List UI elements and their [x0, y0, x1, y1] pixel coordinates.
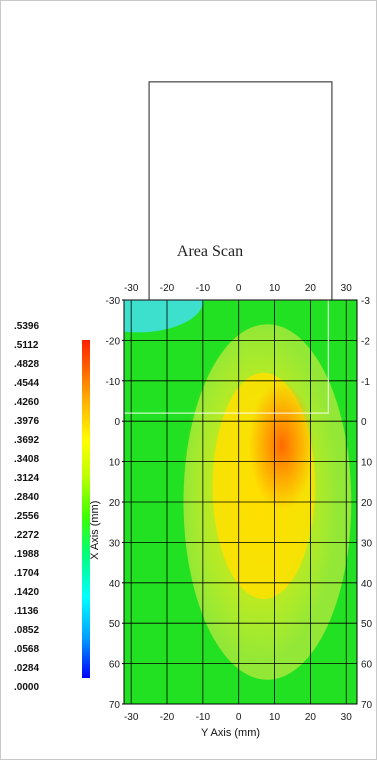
x-ticks-top: -30 -20 -10 0 10 20 30 [124, 283, 352, 294]
colorbar-tick-label: .0000 [14, 682, 39, 693]
colorbar-tick-label: .1420 [14, 587, 39, 598]
y-tick-label-left: 10 [109, 458, 121, 469]
colorbar-tick-label: .5112 [14, 340, 39, 351]
heatmap-field [124, 300, 357, 704]
y-tick-label-right: 40 [361, 579, 373, 590]
x-tick-label-top: 30 [341, 283, 353, 294]
y-tick-label-right: -3 [361, 296, 370, 307]
x-tick-label-bottom: 0 [236, 712, 242, 723]
colorbar-tick-label: .1988 [14, 549, 39, 560]
colorbar-tick-label: .2840 [14, 492, 39, 503]
x-tick-label-top: -20 [160, 283, 175, 294]
y-tick-label-right: -1 [361, 377, 370, 388]
colorbar-tick-label: .0852 [14, 625, 39, 636]
colorbar-tick-label: .4828 [14, 359, 39, 370]
x-tick-label-bottom: -10 [196, 712, 211, 723]
colorbar-tick-label: .5396 [14, 321, 39, 332]
colorbar [82, 340, 90, 678]
x-tick-label-top: -30 [124, 283, 139, 294]
x-tick-label-top: 10 [269, 283, 281, 294]
colorbar-tick-label: .4544 [14, 378, 39, 389]
colorbar-tick-label: .0568 [14, 644, 39, 655]
x-tick-label-bottom: 30 [341, 712, 353, 723]
scan-frame-outline [148, 81, 333, 333]
y-tick-label-left: 30 [109, 538, 121, 549]
colorbar-tick-label: .2556 [14, 511, 39, 522]
colorbar-tick-label: .3408 [14, 454, 39, 465]
y-tick-label-left: 70 [109, 700, 121, 711]
x-axis-label: Y Axis (mm) [201, 727, 260, 739]
colorbar-tick-label: .2272 [14, 530, 39, 541]
x-tick-label-bottom: -20 [160, 712, 175, 723]
plot-grid [124, 299, 357, 705]
y-tick-label-left: 60 [109, 660, 121, 671]
colorbar-tick-label: .1704 [14, 568, 39, 579]
y-tick-label-right: 70 [361, 700, 373, 711]
y-ticks-right: -3 -2 -1 0 10 20 30 40 50 60 70 [361, 296, 373, 711]
y-tick-label-left: 20 [109, 498, 121, 509]
y-tick-label-left: 50 [109, 619, 121, 630]
y-tick-label-right: -2 [361, 336, 370, 347]
colorbar-tick-label: .3692 [14, 435, 39, 446]
x-tick-label-bottom: -30 [124, 712, 139, 723]
y-tick-label-right: 60 [361, 660, 373, 671]
y-tick-label-right: 10 [361, 458, 373, 469]
y-tick-label-left: 0 [114, 417, 120, 428]
colorbar-tick-label: .3124 [14, 473, 39, 484]
colorbar-labels: .5396 .5112 .4828 .4544 .4260 .3976 .3692 .3408… [14, 321, 39, 693]
colorbar-tick-label: .4260 [14, 397, 39, 408]
x-ticks-bottom: -30 -20 -10 0 10 20 30 [124, 712, 352, 723]
x-tick-label-top: 0 [236, 283, 242, 294]
colorbar-tick-label: .3976 [14, 416, 39, 427]
x-tick-label-top: 20 [305, 283, 317, 294]
y-tick-label-left: -30 [106, 296, 121, 307]
colorbar-tick-label: .0284 [14, 663, 39, 674]
x-tick-label-top: -10 [196, 283, 211, 294]
y-tick-label-right: 0 [361, 417, 367, 428]
y-tick-label-left: 40 [109, 579, 121, 590]
y-ticks-left: -30 -20 -10 0 10 20 30 40 50 60 70 [106, 296, 124, 711]
y-axis-label: X Axis (mm) [89, 501, 101, 560]
x-tick-label-bottom: 10 [269, 712, 281, 723]
y-tick-label-left: -20 [106, 336, 121, 347]
x-tick-label-bottom: 20 [305, 712, 317, 723]
chart-title: Area Scan [177, 243, 243, 260]
y-tick-label-right: 50 [361, 619, 373, 630]
y-tick-label-right: 30 [361, 538, 373, 549]
y-tick-label-left: -10 [106, 377, 121, 388]
y-tick-label-right: 20 [361, 498, 373, 509]
colorbar-tick-label: .1136 [14, 606, 39, 617]
